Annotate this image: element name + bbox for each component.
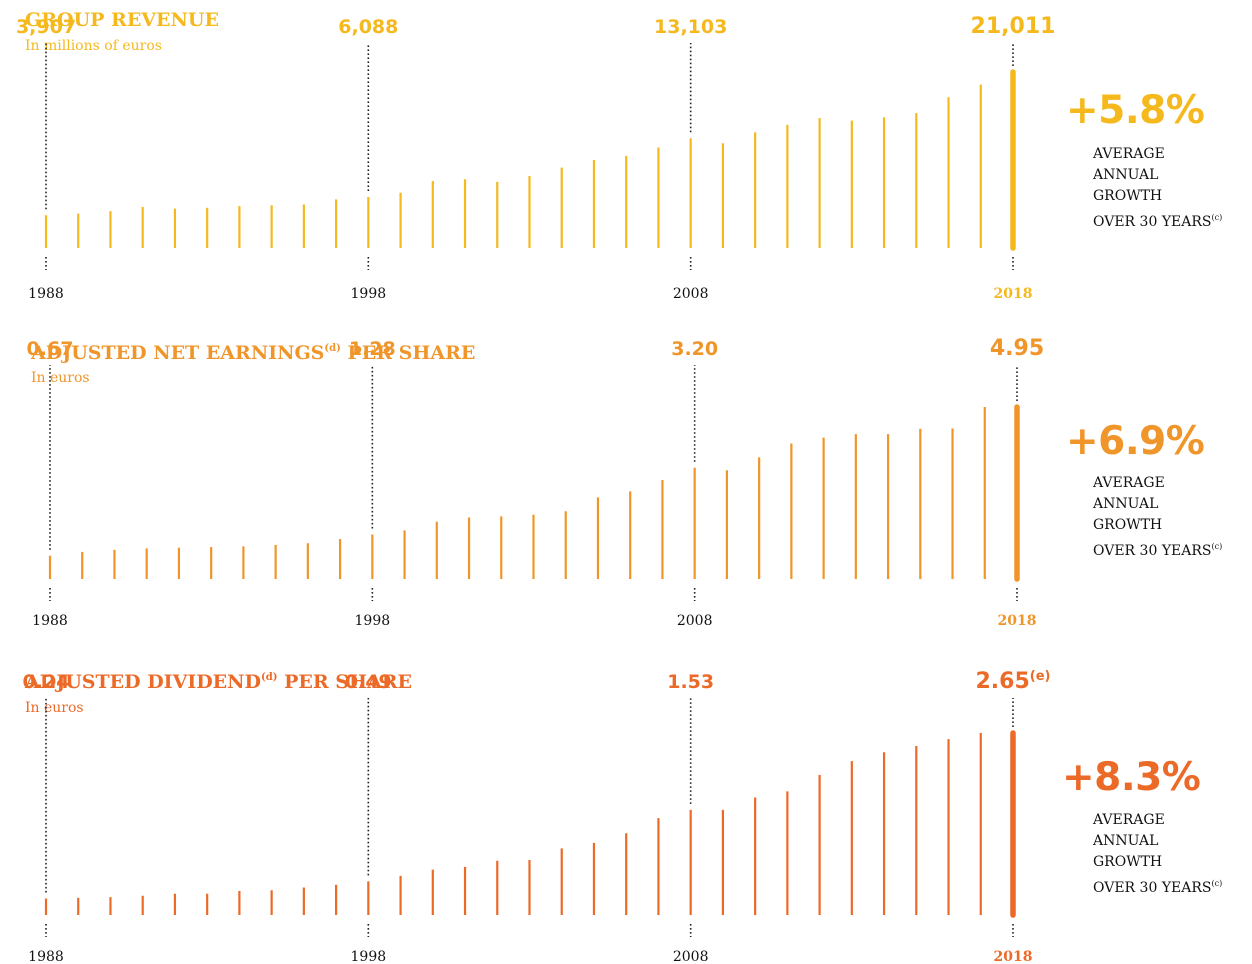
value-label-1998: 1.28: [349, 338, 396, 360]
panel-title: ADJUSTED NET EARNINGS(d) PER SHARE: [31, 342, 476, 364]
value-label-2008: 3.20: [671, 338, 718, 360]
tick-label-2008: 2008: [677, 613, 713, 629]
value-label-2018: 21,011: [971, 14, 1056, 39]
tick-label-2018: 2018: [994, 949, 1033, 964]
growth-percentage: +6.9%: [1066, 419, 1205, 464]
tick-label-2008: 2008: [673, 949, 709, 964]
growth-percentage: +8.3%: [1062, 755, 1201, 800]
value-label-2008: 13,103: [654, 16, 727, 38]
panel-title: GROUP REVENUE: [25, 9, 219, 31]
dividend-chart: 0.24 0.49 1.53 2.65(e) 1988 1998 2008 2018: [23, 669, 1051, 964]
panel-subtitle: In millions of euros: [25, 38, 162, 54]
panel-title: ADJUSTED DIVIDEND(d) PER SHARE: [25, 671, 412, 693]
growth-caption: AVERAGE ANNUAL GROWTH OVER 30 YEARS(c): [1093, 475, 1223, 559]
tick-label-2018: 2018: [998, 613, 1037, 629]
value-label-1998: 6,088: [338, 16, 398, 38]
tick-label-1988: 1988: [28, 286, 64, 302]
value-label-2008: 1.53: [667, 671, 714, 693]
earnings-chart: 0.67 1.28 3.20 4.95 1988 1998 2008 2018: [27, 336, 1045, 629]
tick-label-1998: 1998: [351, 286, 387, 302]
value-label-1988: 0.24: [23, 671, 70, 693]
dividend-panel: ADJUSTED DIVIDEND(d) PER SHARE In euros …: [0, 655, 1252, 964]
value-label-1988: 3,907: [16, 16, 76, 38]
tick-label-2008: 2008: [673, 286, 709, 302]
value-label-2018: 4.95: [990, 336, 1044, 361]
tick-label-2018: 2018: [994, 286, 1033, 302]
tick-label-1988: 1988: [28, 949, 64, 964]
value-label-2018: 2.65(e): [976, 669, 1051, 694]
growth-percentage: +5.8%: [1066, 88, 1205, 133]
panel-subtitle: In euros: [31, 370, 90, 386]
revenue-panel: GROUP REVENUE In millions of euros +5.8%…: [0, 0, 1252, 310]
value-label-footnote: (e): [1030, 669, 1051, 684]
tick-label-1998: 1998: [355, 613, 391, 629]
tick-label-1998: 1998: [351, 949, 387, 964]
panel-subtitle: In euros: [25, 700, 84, 716]
growth-caption: AVERAGE ANNUAL GROWTH OVER 30 YEARS(c): [1093, 146, 1223, 230]
value-label-1988: 0.67: [27, 338, 74, 360]
revenue-chart: 3,907 6,088 13,103 21,011 1988 1998 2008 2018: [16, 14, 1056, 302]
growth-caption: AVERAGE ANNUAL GROWTH OVER 30 YEARS(c): [1093, 812, 1223, 896]
value-label-1998: 0.49: [345, 671, 392, 693]
earnings-panel: ADJUSTED NET EARNINGS(d) PER SHARE In eu…: [0, 325, 1252, 635]
tick-label-1988: 1988: [32, 613, 68, 629]
